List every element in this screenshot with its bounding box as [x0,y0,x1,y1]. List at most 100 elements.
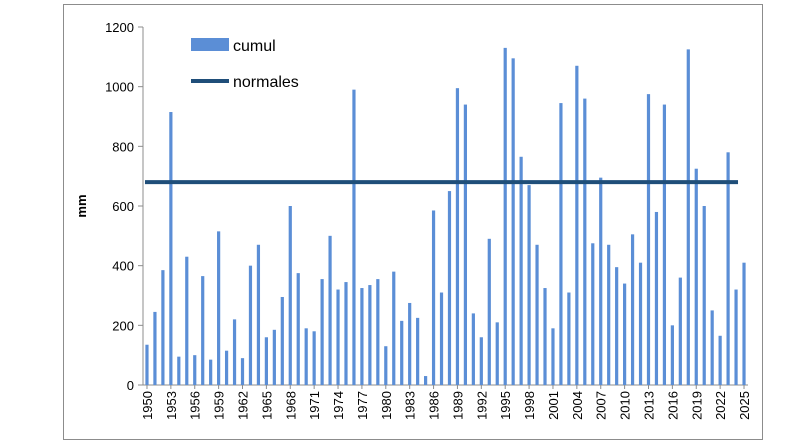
bar-cumul [185,256,189,385]
bar-cumul [153,311,157,385]
bar-cumul [328,235,332,385]
x-tick-label: 1971 [307,391,322,420]
bar-cumul [543,288,547,385]
x-tick-label: 2016 [665,391,680,420]
bar-cumul [638,262,643,385]
x-tick-label: 1980 [379,391,394,420]
bar-cumul [161,270,165,385]
bar-cumul [702,206,706,385]
bar-cumul [224,350,229,385]
x-tick-label: 2004 [570,391,585,420]
x-tick-label: 2019 [689,391,704,420]
bar-cumul [583,98,587,385]
x-tick-label: 2010 [618,391,633,420]
bar-cumul [495,322,499,385]
bar-cumul [256,244,261,385]
bar-cumul [264,337,268,385]
bar-cumul [408,302,412,385]
y-tick-label: 1200 [105,20,134,35]
bar-cumul [296,273,300,385]
bar-cumul [248,265,253,385]
bar-cumul [726,152,730,385]
x-tick-label: 1989 [450,391,465,420]
x-tick-label: 1974 [331,391,346,420]
bar-cumul [599,177,603,385]
bar-cumul [575,65,579,386]
x-tick-label: 2001 [546,391,561,420]
bar-cumul [527,185,531,385]
x-tick-label: 1965 [259,391,274,420]
bar-cumul [431,210,436,385]
bar-cumul [734,289,738,385]
bar-cumul [710,310,714,385]
bar-cumul [535,244,539,385]
bar-cumul [344,282,348,385]
bar-cumul [479,337,483,385]
bar-cumul [623,283,627,385]
bar-cumul [511,58,515,385]
y-tick-label: 400 [112,259,134,274]
bar-cumul [304,328,308,385]
bar-cumul [423,376,428,385]
bar-cumul [240,358,245,385]
bar-cumul [447,191,452,385]
x-tick-label: 1995 [498,391,513,420]
bar-cumul [336,289,340,385]
bar-cumul [177,356,181,385]
legend-swatch-cumul [191,38,229,51]
bar-cumul [519,156,523,385]
x-tick-label: 2025 [737,391,752,420]
x-tick-label: 1977 [355,391,370,420]
x-tick-label: 1992 [474,391,489,420]
bar-cumul [630,234,635,385]
bar-cumul [384,346,388,385]
bar-cumul [607,244,611,385]
y-tick-label: 800 [112,139,134,154]
bar-cumul [400,320,404,385]
bar-cumul [686,49,690,385]
x-tick-label: 1953 [164,391,179,420]
bar-cumul [368,285,372,385]
bar-cumul [670,325,674,385]
bar-cumul [201,276,205,385]
legend-label-normales: normales [233,74,299,91]
x-tick-label: 1959 [212,391,227,420]
bar-cumul [742,262,746,385]
bar-cumul [360,288,364,385]
bar-cumul [591,243,595,385]
bar-cumul [209,359,213,385]
bar-cumul [662,104,667,386]
bar-cumul [376,279,380,385]
bar-cumul [471,313,475,385]
x-tick-label: 2022 [713,391,728,420]
y-tick-label: 200 [112,318,134,333]
x-tick-label: 1986 [427,391,442,420]
y-tick-label: 1000 [105,80,134,95]
legend: cumul normales [191,38,299,91]
bar-cumul [320,279,324,385]
y-tick-label: 600 [112,199,134,214]
bar-cumul [694,168,698,385]
y-axis-label: mm [74,194,89,217]
bar-cumul [272,329,276,385]
bar-cumul [455,88,460,386]
bar-cumul [654,211,659,385]
bars [145,47,746,386]
bar-cumul [567,292,571,385]
bar-cumul [392,271,396,385]
x-tick-label: 1950 [140,391,155,420]
chart-frame [63,4,763,440]
bar-cumul [718,335,722,385]
bar-cumul [487,238,491,385]
x-tick-label: 2013 [641,391,656,420]
bar-cumul [352,89,356,386]
bar-cumul [312,331,316,385]
bar-cumul [439,292,444,385]
legend-label-cumul: cumul [233,38,276,55]
bar-cumul [288,206,292,385]
bar-cumul [145,344,149,385]
bar-cumul [559,103,563,385]
bar-cumul [463,104,468,386]
x-tick-label: 1968 [283,391,298,420]
